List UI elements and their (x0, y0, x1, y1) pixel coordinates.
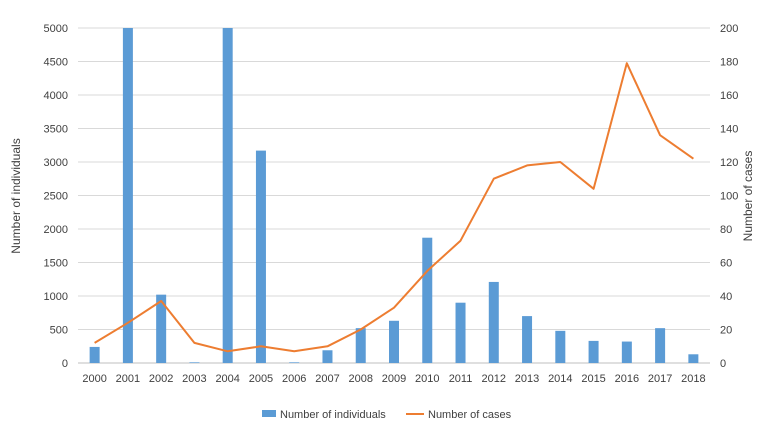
x-axis-ticks: 2000 2001 2002 2003 2004 2005 2006 2007 2008 2009… (82, 373, 705, 385)
legend-swatch-individuals (262, 410, 276, 417)
bar-individuals (122, 28, 133, 363)
y2-tick-label: 0 (720, 358, 726, 370)
x-tick-label: 2007 (315, 373, 339, 385)
bar-individuals (289, 362, 300, 363)
x-tick-label: 2015 (581, 373, 605, 385)
x-tick-label: 2008 (348, 373, 372, 385)
y-tick-label: 4000 (44, 90, 68, 102)
x-tick-label: 2006 (282, 373, 306, 385)
bar-individuals (156, 294, 167, 363)
x-tick-label: 2012 (482, 373, 506, 385)
bar-individuals (89, 346, 100, 363)
bar-individuals (688, 354, 699, 363)
bar-individuals (655, 328, 666, 363)
legend-label-cases: Number of cases (428, 409, 512, 421)
bar-individuals (455, 302, 466, 363)
x-tick-label: 2016 (615, 373, 639, 385)
y-tick-label: 2000 (44, 224, 68, 236)
bar-individuals (222, 28, 233, 363)
y2-tick-label: 140 (720, 124, 738, 136)
x-tick-label: 2018 (681, 373, 705, 385)
bar-individuals (422, 237, 433, 363)
y2-tick-label: 120 (720, 157, 738, 169)
bar-individuals (555, 330, 566, 363)
y2-tick-label: 200 (720, 23, 738, 35)
y2-tick-label: 80 (720, 224, 732, 236)
legend: Number of individuals Number of cases (262, 409, 512, 421)
grid-lines (78, 27, 710, 364)
y-tick-label: 3500 (44, 124, 68, 136)
x-tick-label: 2014 (548, 373, 572, 385)
line-cases (94, 62, 694, 353)
left-axis-ticks: 0 500 1000 1500 2000 2500 3000 3500 4000 4500 5000 (44, 23, 68, 370)
y-tick-label: 1500 (44, 258, 68, 270)
x-tick-label: 2000 (82, 373, 106, 385)
x-tick-label: 2009 (382, 373, 406, 385)
bar-individuals (522, 316, 533, 363)
y2-tick-label: 20 (720, 325, 732, 337)
x-tick-label: 2003 (182, 373, 206, 385)
y-tick-label: 1000 (44, 291, 68, 303)
y2-tick-label: 160 (720, 90, 738, 102)
bar-individuals (255, 150, 266, 363)
x-tick-label: 2017 (648, 373, 672, 385)
y2-axis-title: Number of cases (741, 151, 755, 242)
x-tick-label: 2004 (215, 373, 239, 385)
x-tick-label: 2005 (249, 373, 273, 385)
y2-tick-label: 180 (720, 57, 738, 69)
bar-individuals (621, 341, 632, 363)
y2-tick-label: 60 (720, 258, 732, 270)
y-tick-label: 3000 (44, 157, 68, 169)
x-tick-label: 2013 (515, 373, 539, 385)
x-tick-label: 2001 (116, 373, 140, 385)
x-tick-label: 2002 (149, 373, 173, 385)
right-axis-ticks: 0 20 40 60 80 100 120 140 160 180 200 (720, 23, 738, 370)
y-tick-label: 0 (62, 358, 68, 370)
y-tick-label: 4500 (44, 57, 68, 69)
y-axis-title: Number of individuals (9, 138, 23, 253)
bar-individuals (389, 320, 399, 363)
line-series (94, 62, 694, 353)
bar-individuals (488, 281, 499, 363)
bar-individuals (189, 362, 200, 363)
y-tick-label: 5000 (44, 23, 68, 35)
y2-tick-label: 100 (720, 191, 738, 203)
y-tick-label: 2500 (44, 191, 68, 203)
bar-individuals (588, 340, 599, 363)
bar-individuals (322, 350, 333, 363)
x-tick-label: 2011 (449, 373, 473, 385)
bar-individuals (355, 328, 366, 363)
x-tick-label: 2010 (415, 373, 439, 385)
legend-label-individuals: Number of individuals (280, 409, 386, 421)
bar-series (89, 28, 699, 363)
y-tick-label: 500 (50, 325, 68, 337)
y2-tick-label: 40 (720, 291, 732, 303)
